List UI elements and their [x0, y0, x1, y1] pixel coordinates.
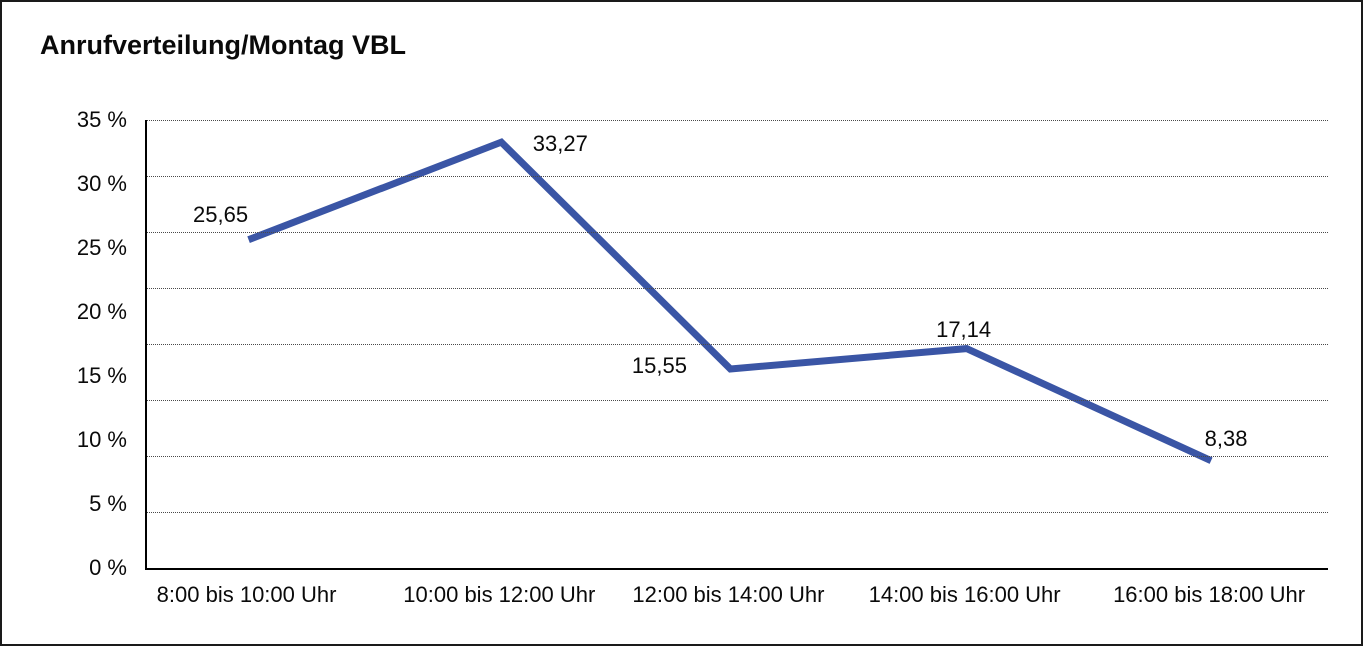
data-label: 25,65: [193, 201, 249, 227]
x-axis-label: 10:00 bis 12:00 Uhr: [403, 582, 596, 607]
gridline: [147, 512, 1328, 513]
y-tick-label: 25 %: [76, 235, 127, 260]
x-axis-label: 8:00 bis 10:00 Uhr: [156, 582, 337, 607]
line-chart-canvas: [247, 138, 1213, 464]
gridline: [147, 120, 1328, 121]
plot-area: 25,65 33,27 15,55 17,14 8,38: [145, 120, 1328, 570]
y-tick-label: 30 %: [76, 171, 127, 196]
y-tick-label: 15 %: [76, 363, 127, 388]
series-line: [247, 138, 1213, 464]
gridline: [147, 176, 1328, 177]
gridline: [147, 288, 1328, 289]
y-tick-label: 35 %: [76, 107, 127, 132]
x-axis-label: 16:00 bis 18:00 Uhr: [1113, 582, 1306, 607]
y-tick-label: 0 %: [89, 555, 127, 580]
x-axis-label: 14:00 bis 16:00 Uhr: [868, 582, 1061, 607]
data-label: 33,27: [532, 131, 588, 157]
data-label: 17,14: [936, 316, 992, 342]
gridline: [147, 400, 1328, 401]
y-tick-label: 20 %: [76, 299, 127, 324]
chart-title: Anrufverteilung/Montag VBL: [40, 30, 406, 60]
y-axis-labels: 35 % 30 % 25 % 20 % 15 % 10 % 5 % 0 %: [2, 107, 127, 580]
gridline: [147, 456, 1328, 457]
x-axis-labels: 8:00 bis 10:00 Uhr 10:00 bis 12:00 Uhr 12:…: [145, 582, 1326, 612]
y-tick-label: 5 %: [89, 491, 127, 516]
data-label: 15,55: [631, 352, 687, 378]
gridline: [147, 344, 1328, 345]
gridline: [147, 232, 1328, 233]
data-label: 8,38: [1204, 425, 1248, 451]
x-axis-label: 12:00 bis 14:00 Uhr: [632, 582, 825, 607]
y-tick-label: 10 %: [76, 427, 127, 452]
